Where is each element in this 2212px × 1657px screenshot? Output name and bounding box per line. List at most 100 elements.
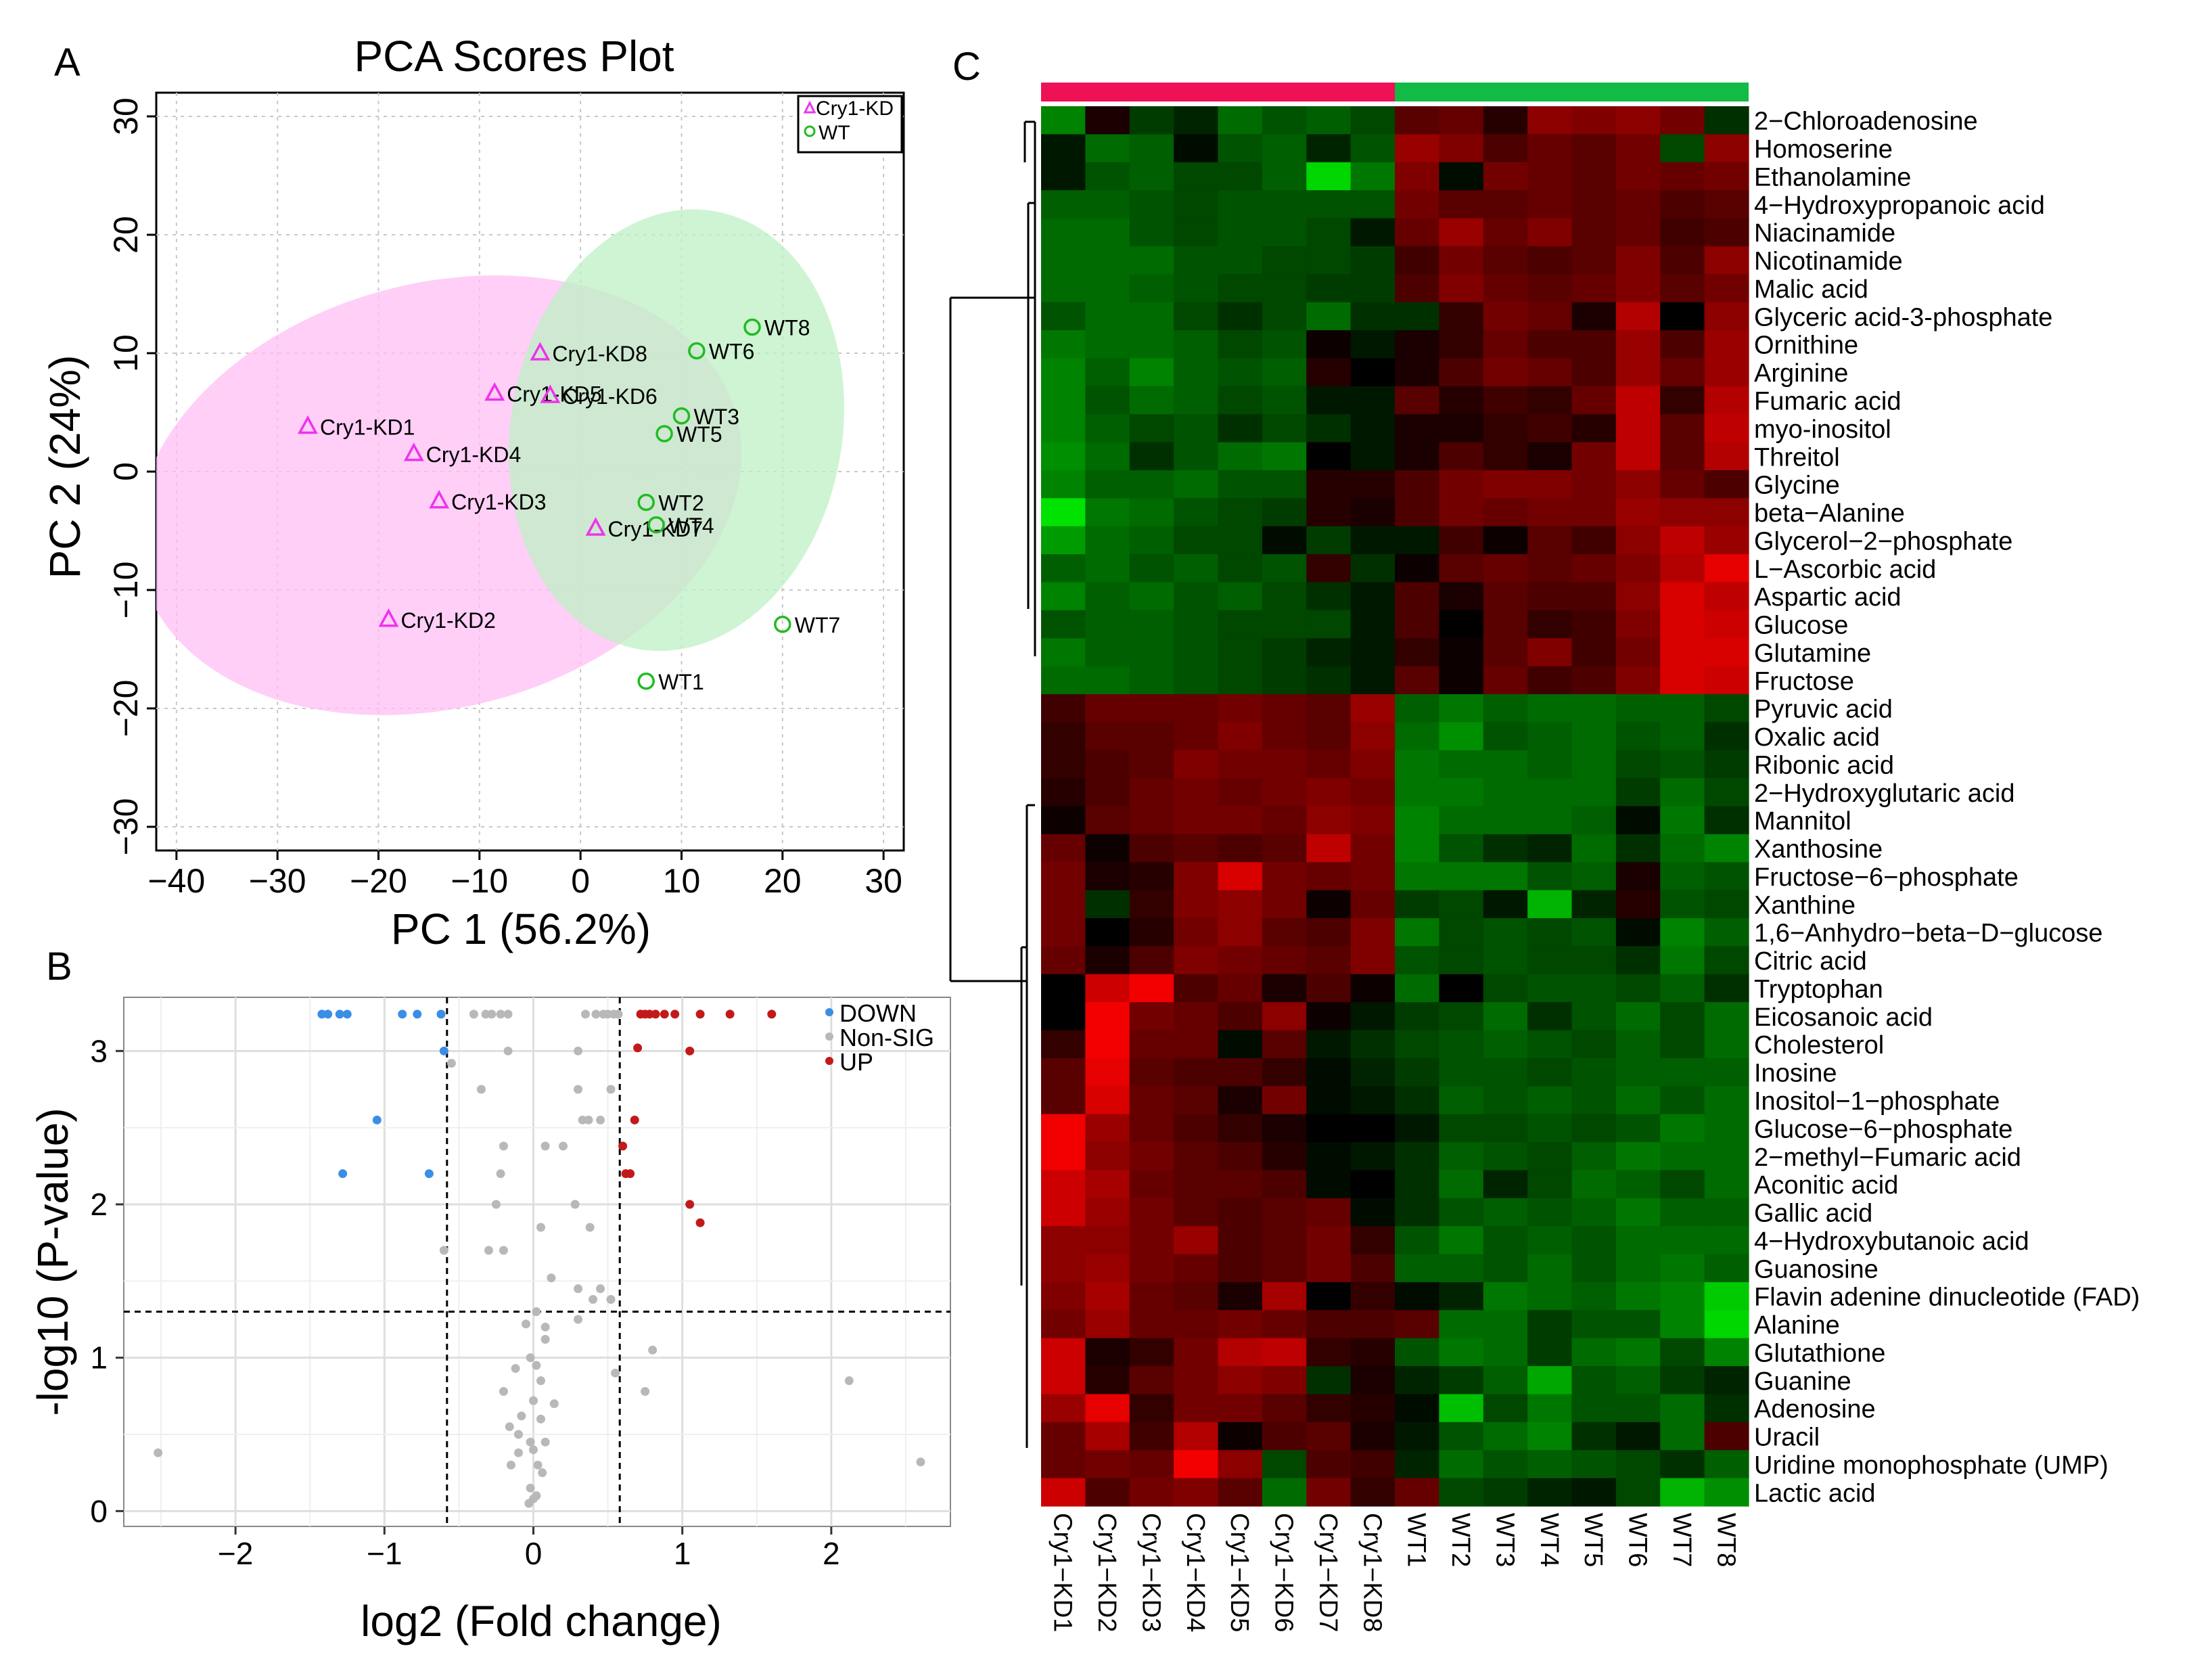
heatmap-cell (1704, 722, 1749, 751)
heatmap-cell (1262, 554, 1307, 583)
heatmap-cell (1527, 1114, 1573, 1143)
heatmap-cell (1218, 806, 1263, 835)
heatmap-cell (1174, 414, 1219, 443)
heatmap-cell (1395, 162, 1439, 191)
heatmap-cell (1262, 1058, 1307, 1087)
heatmap-cell (1129, 1310, 1174, 1339)
heatmap-cell (1395, 1226, 1439, 1255)
volcano-point-nonsig (511, 1364, 520, 1374)
volcano-point-nonsig (574, 1284, 583, 1294)
panel-b-label: B (46, 945, 72, 989)
heatmap-cell (1615, 1478, 1661, 1507)
heatmap-cell (1041, 414, 1086, 443)
heatmap-cell (1439, 694, 1484, 723)
heatmap-cell (1306, 1422, 1352, 1451)
heatmap-cell (1041, 694, 1086, 723)
heatmap-cell (1439, 274, 1484, 303)
heatmap-cell (1218, 498, 1263, 527)
heatmap-cell (1350, 218, 1396, 247)
pca-legend: Cry1-KD WT (797, 95, 903, 154)
panel-a-label: A (54, 41, 80, 85)
heatmap-cell (1483, 302, 1528, 331)
heatmap-cell (1527, 246, 1573, 275)
heatmap-cell (1571, 918, 1617, 947)
pca-points: Cry1-KD1Cry1-KD2Cry1-KD3Cry1-KD4Cry1-KD5… (298, 316, 840, 694)
heatmap-cell (1395, 694, 1439, 723)
heatmap-cell (1174, 1002, 1219, 1031)
heatmap-cell (1218, 162, 1263, 191)
heatmap-cell (1306, 1002, 1352, 1031)
heatmap-cell (1571, 666, 1617, 695)
heatmap-row-label: Gallic acid (1754, 1200, 1872, 1228)
heatmap-cell (1218, 750, 1263, 779)
heatmap-cell (1174, 498, 1219, 527)
heatmap-cell (1129, 610, 1174, 639)
heatmap-cell (1527, 582, 1573, 611)
heatmap-cell (1306, 218, 1352, 247)
heatmap-cell (1704, 1450, 1749, 1479)
heatmap-cell (1174, 526, 1219, 555)
heatmap-cell (1439, 582, 1484, 611)
pca-point-label: WT2 (658, 491, 704, 516)
heatmap-cell (1218, 778, 1263, 807)
heatmap-cell (1306, 1478, 1352, 1507)
heatmap-cell (1660, 1366, 1705, 1395)
heatmap-cell (1174, 274, 1219, 303)
heatmap-cell (1395, 1002, 1439, 1031)
heatmap-row-label: Glucose (1754, 612, 1848, 640)
volcano-panel: B −2 −1 0 1 2 0 1 2 3 log2 (Fold change) -log10… (28, 945, 951, 1645)
heatmap-cell (1704, 862, 1749, 891)
heatmap-cell (1527, 974, 1573, 1003)
volcano-points (154, 1009, 925, 1508)
heatmap-cell (1350, 246, 1396, 275)
heatmap-cell (1041, 610, 1086, 639)
group-bar-kd (1041, 83, 1395, 101)
heatmap-cell (1660, 1170, 1705, 1199)
heatmap-cell (1660, 246, 1705, 275)
heatmap-row-label: Glyceric acid-3-phosphate (1754, 303, 2052, 332)
heatmap-cell (1571, 470, 1617, 499)
heatmap-cell (1350, 526, 1396, 555)
heatmap-cell (1262, 918, 1307, 947)
heatmap-cell (1660, 778, 1705, 807)
heatmap-row-label: Oxalic acid (1754, 723, 1880, 752)
pca-title: PCA Scores Plot (354, 32, 674, 81)
pca-x-tick-label: 0 (571, 862, 590, 900)
volcano-point-up (660, 1009, 669, 1019)
heatmap-cell (1174, 218, 1219, 247)
heatmap-cell (1174, 1366, 1219, 1395)
heatmap-cell (1041, 582, 1086, 611)
volcano-y-tick-label: 3 (90, 1033, 108, 1068)
heatmap-cell (1483, 442, 1528, 471)
heatmap-cell (1483, 1198, 1528, 1227)
volcano-x-tick-label: 2 (823, 1536, 840, 1571)
heatmap-cell (1129, 778, 1174, 807)
heatmap-cell (1615, 582, 1661, 611)
heatmap-cell (1218, 1422, 1263, 1451)
heatmap-cell (1704, 1310, 1749, 1339)
heatmap-cell (1527, 1394, 1573, 1423)
heatmap-row-label: 2−Hydroxyglutaric acid (1754, 779, 2014, 808)
heatmap-cell (1306, 1198, 1352, 1227)
heatmap-cell (1527, 1030, 1573, 1059)
heatmap-cell (1571, 750, 1617, 779)
heatmap-cell (1129, 498, 1174, 527)
heatmap-cell (1129, 218, 1174, 247)
volcano-x-tick-label: 1 (674, 1536, 691, 1571)
dendrogram-top-cluster (1023, 120, 1036, 656)
heatmap-cell (1218, 274, 1263, 303)
heatmap-cell (1660, 946, 1705, 975)
heatmap-cell (1483, 554, 1528, 583)
heatmap-cell (1085, 330, 1130, 359)
heatmap-cell (1350, 1422, 1396, 1451)
volcano-point-down (342, 1009, 352, 1019)
heatmap-cell (1483, 162, 1528, 191)
heatmap-panel: C 2−ChloroadenosineHomoserineEthanolamin… (949, 45, 2140, 1632)
heatmap-cell (1041, 302, 1086, 331)
heatmap-cell (1041, 218, 1086, 247)
heatmap-cell (1660, 1198, 1705, 1227)
heatmap-cell (1262, 358, 1307, 387)
heatmap-cell (1350, 1030, 1396, 1059)
heatmap-cell (1085, 1058, 1130, 1087)
heatmap-cell (1350, 1226, 1396, 1255)
